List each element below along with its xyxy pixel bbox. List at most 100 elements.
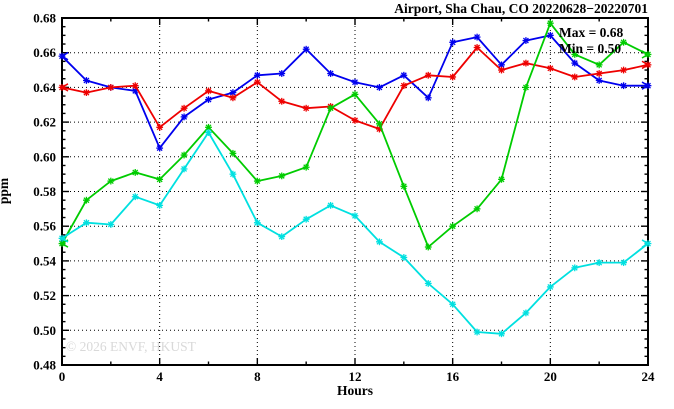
data-point-marker [229,171,236,178]
data-point-marker [620,67,627,74]
data-point-marker [107,84,114,91]
data-point-marker [596,259,603,266]
line-end-arrow [61,242,69,248]
data-point-marker [181,165,188,172]
x-tick-label: 0 [59,369,66,384]
data-point-marker [278,70,285,77]
data-point-marker [596,61,603,68]
data-point-marker [376,238,383,245]
data-point-marker [449,223,456,230]
y-tick-label: 0.54 [33,253,56,268]
data-point-marker [278,172,285,179]
data-point-marker [376,120,383,127]
data-point-marker [83,77,90,84]
data-point-marker [205,124,212,131]
data-point-marker [474,44,481,51]
line-end-arrow [61,234,69,239]
series-red-line [61,46,649,130]
data-point-marker [229,150,236,157]
line-end-arrow [61,51,69,57]
data-point-marker [425,244,432,250]
data-point-marker [132,193,139,200]
line-end-arrow [641,242,649,248]
line-end-arrow [641,60,649,66]
data-point-marker [205,129,212,136]
data-point-marker [205,96,212,103]
y-tick-label: 0.56 [33,219,56,234]
data-point-marker [352,79,358,86]
minmax-annotation: Max = 0.68 Min = 0.50 [559,25,623,57]
data-point-marker [83,219,90,226]
y-tick-label: 0.50 [33,323,56,338]
data-point-marker [620,39,627,46]
data-point-marker [425,280,432,287]
data-point-marker [352,117,358,124]
line-end-arrow [61,237,69,243]
y-tick-label: 0.68 [33,11,56,26]
data-point-marker [254,219,261,226]
y-tick-label: 0.60 [33,149,56,164]
data-point-marker [498,176,505,183]
data-point-marker [522,309,529,316]
data-point-marker [327,202,334,209]
data-point-marker [181,105,188,112]
line-end-arrow [61,55,69,61]
data-point-marker [474,329,481,335]
data-point-marker [522,60,529,67]
data-point-marker [181,113,188,120]
data-point-marker [83,89,90,96]
data-point-marker [254,178,261,185]
data-point-marker [229,94,236,101]
y-tick-label: 0.64 [33,80,56,95]
line-end-arrow [641,50,649,56]
data-point-marker [156,202,163,209]
data-point-marker [400,183,407,190]
y-tick-label: 0.66 [33,45,56,60]
x-tick-label: 12 [349,369,362,384]
line-end-arrow [641,64,649,70]
line-end-arrow [61,83,69,89]
data-point-marker [620,82,627,89]
watermark: © 2026 ENVF, HKUST [66,339,196,354]
data-point-marker [498,67,505,74]
data-point-marker [352,212,358,219]
data-point-marker [547,65,554,72]
data-point-marker [400,72,407,79]
data-point-marker [327,105,334,112]
y-tick-label: 0.58 [33,184,56,199]
min-annotation: Min = 0.50 [559,41,622,56]
line-end-arrow [641,81,649,87]
chart-title: Airport, Sha Chau, CO 20220628−20220701 [394,1,648,16]
data-point-marker [254,72,261,79]
data-point-marker [571,264,578,271]
data-point-marker [547,283,554,290]
data-point-marker [107,221,114,228]
y-tick-label: 0.52 [33,288,56,303]
data-point-marker [303,46,310,53]
data-point-marker [522,37,529,44]
data-point-marker [547,32,554,39]
data-point-marker [132,169,139,176]
data-point-marker [303,216,310,223]
max-annotation: Max = 0.68 [559,25,624,40]
data-point-marker [498,61,505,68]
x-tick-label: 4 [156,369,163,384]
data-point-marker [425,72,432,79]
data-point-marker [352,91,358,98]
line-end-arrow [641,53,649,59]
data-point-marker [107,178,114,185]
data-point-marker [571,51,578,58]
line-end-arrow [61,86,69,92]
data-point-marker [522,84,529,91]
line-end-arrow [641,239,649,245]
x-axis-label: Hours [336,383,373,398]
data-point-marker [303,105,310,112]
data-point-marker [303,164,310,171]
data-point-marker [400,82,407,89]
x-tick-label: 8 [254,369,261,384]
data-point-marker [156,176,163,183]
x-tick-label: 16 [446,369,460,384]
data-point-marker [620,259,627,266]
